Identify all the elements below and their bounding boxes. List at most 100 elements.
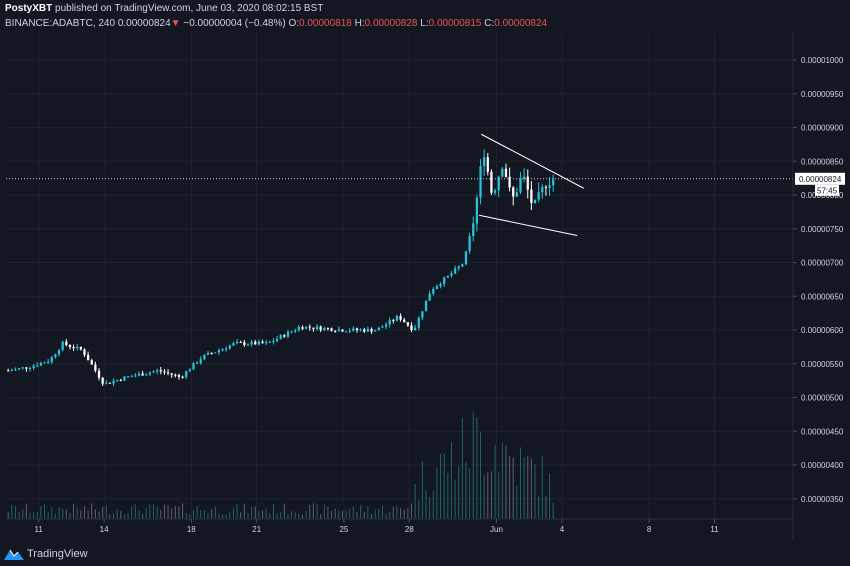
last-price-value: 0.00000824	[117, 18, 171, 29]
candle-body	[366, 328, 370, 332]
volume-bar	[363, 512, 365, 519]
volume-bar	[229, 512, 231, 519]
candle-body	[533, 199, 537, 204]
volume-bar	[450, 441, 452, 519]
candle-body	[541, 187, 544, 193]
candle-body	[544, 187, 548, 189]
volume-bar	[116, 509, 118, 519]
author-name[interactable]: PostyXBT	[5, 3, 53, 14]
candle-body	[119, 379, 122, 381]
volume-bar	[54, 513, 56, 519]
candle-body	[435, 285, 439, 289]
volume-bar	[338, 510, 340, 519]
candle-body	[10, 370, 13, 372]
candle-body	[39, 362, 43, 366]
time-tick-label: 14	[100, 525, 109, 534]
candle-body	[28, 367, 32, 369]
volume-bar	[421, 460, 423, 519]
candle-body	[7, 370, 10, 372]
candle-body	[406, 322, 409, 326]
volume-bar	[171, 508, 173, 519]
volume-bar	[396, 505, 398, 519]
volume-bar	[80, 510, 82, 519]
volume-bar	[447, 472, 449, 519]
candle-body	[206, 353, 210, 355]
candle-body	[388, 320, 391, 325]
volume-bar	[123, 514, 125, 519]
volume-bar	[483, 474, 485, 519]
candle-body	[265, 342, 268, 344]
candle-body	[490, 171, 493, 193]
volume-bar	[113, 512, 115, 519]
volume-bar	[254, 506, 256, 519]
candle-body	[548, 185, 551, 188]
candle-body	[319, 326, 322, 331]
candle-body	[79, 346, 82, 350]
volume-bar	[11, 504, 13, 519]
volume-bar	[443, 453, 445, 519]
candle-body	[453, 268, 457, 274]
candle-body	[294, 330, 297, 332]
candle-body	[145, 374, 148, 376]
volume-bar	[301, 514, 303, 519]
time-tick-label: 21	[252, 525, 261, 534]
volume-bar	[465, 462, 467, 519]
candle-body	[123, 376, 126, 381]
volume-bar	[512, 457, 514, 519]
candle-body	[14, 368, 17, 371]
candle-body	[210, 353, 213, 355]
volume-bar	[153, 504, 155, 519]
volume-bar	[258, 510, 260, 519]
volume-bar	[480, 431, 482, 519]
candle-body	[439, 284, 442, 286]
volume-bar	[516, 486, 518, 519]
volume-bar	[22, 509, 24, 519]
volume-bar	[192, 510, 194, 519]
wedge-upper-trendline[interactable]	[481, 133, 584, 189]
volume-bar	[276, 513, 278, 519]
time-tick-label: 8	[647, 525, 652, 534]
volume-bar	[407, 508, 409, 519]
volume-bar	[76, 507, 78, 519]
volume-bar	[345, 509, 347, 519]
publish-info: PostyXBT published on TradingView.com, J…	[5, 3, 323, 14]
volume-bar	[312, 503, 314, 519]
volume-bar	[47, 511, 49, 519]
symbol-interval[interactable]: BINANCE:ADABTC, 240	[5, 18, 116, 29]
volume-bar	[378, 509, 380, 519]
candle-body	[174, 374, 177, 376]
candle-body	[519, 178, 522, 193]
volume-bar	[494, 444, 496, 519]
volume-bar	[182, 503, 184, 519]
volume-bar	[232, 507, 234, 519]
candle-body	[421, 311, 424, 318]
candle-body	[116, 379, 119, 381]
volume-bar	[185, 512, 187, 519]
candle-body	[399, 315, 402, 320]
volume-bar	[360, 504, 362, 519]
candle-body	[225, 348, 228, 350]
volume-bar	[334, 508, 336, 519]
volume-bar	[371, 513, 373, 519]
volume-bar	[352, 506, 354, 519]
volume-bar	[490, 471, 492, 519]
candle-body	[297, 327, 300, 331]
price-tick-label: 0.00000450	[801, 427, 844, 436]
candle-body	[152, 371, 155, 373]
tradingview-branding[interactable]: TradingView	[4, 548, 88, 560]
bar-countdown-box	[815, 184, 839, 196]
volume-bar	[385, 513, 387, 519]
low-label: L:	[420, 18, 429, 29]
candle-body	[370, 328, 373, 332]
volume-bar	[265, 508, 267, 519]
wedge-lower-trendline[interactable]	[478, 214, 578, 236]
candle-body	[308, 326, 311, 328]
candle-body	[432, 288, 435, 294]
candle-body	[76, 346, 79, 349]
symbol-info-bar: BINANCE:ADABTC, 240 0.00000824▼ −0.00000…	[5, 18, 547, 29]
volume-bar	[527, 455, 529, 519]
candle-body	[323, 327, 326, 331]
volume-bar	[29, 512, 31, 519]
volume-bar	[236, 503, 238, 519]
